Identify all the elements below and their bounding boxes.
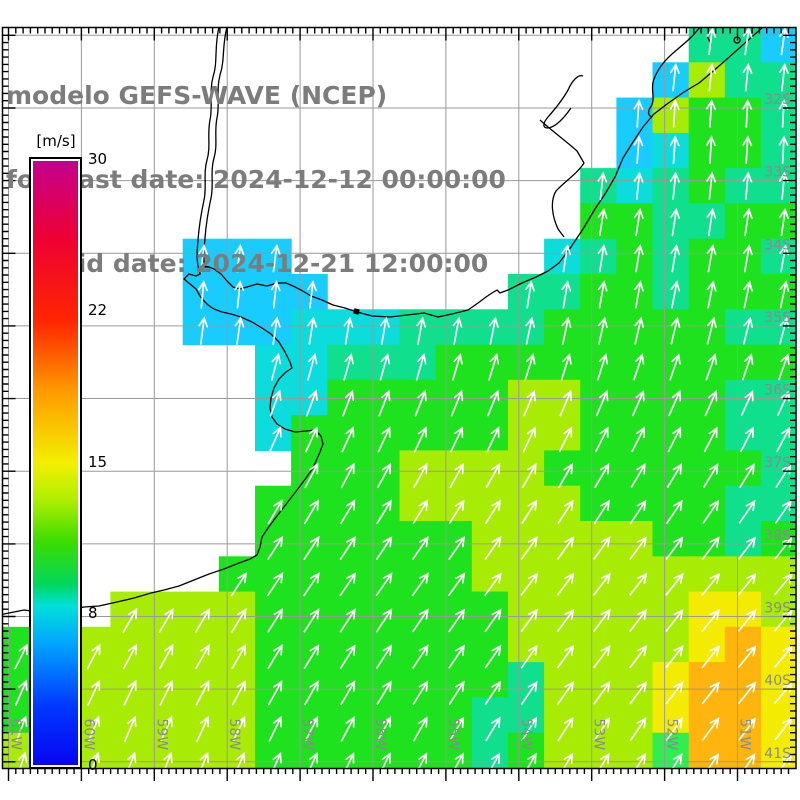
lat-label-41S: 41S (764, 746, 791, 762)
colorbar-tick-8: 8 (88, 604, 98, 623)
map-frame (1, 26, 797, 781)
coast-path-uruguay-river-east-bank (203, 27, 228, 268)
graticule-lines (2, 27, 797, 768)
lon-label-54W: 54W (518, 719, 534, 751)
lat-label-40S: 40S (764, 673, 791, 689)
lon-label-56W: 56W (372, 719, 388, 751)
lon-label-53W: 53W (591, 719, 607, 751)
lat-label-36S: 36S (764, 383, 791, 399)
lon-label-52W: 52W (664, 719, 680, 751)
lat-label-39S: 39S (764, 601, 791, 617)
lat-label-37S: 37S (764, 455, 791, 471)
lon-label-59W: 59W (153, 719, 169, 751)
lat-label-33S: 33S (764, 165, 791, 181)
colorbar-tick-22: 22 (88, 301, 108, 320)
coast-path-main-coast (2, 27, 764, 616)
colorbar-tick-30: 30 (88, 150, 108, 169)
colorbar: [m/s] 30 22 15 8 0 (29, 132, 107, 774)
lat-label-32S: 32S (764, 92, 791, 108)
lon-label-61W: 61W (8, 719, 24, 751)
coast-path-lagoa-mirim-west-shore (539, 119, 585, 238)
lat-label-35S: 35S (764, 310, 791, 326)
coast-path-island-dot (353, 308, 360, 315)
title-model: modelo GEFS-WAVE (NCEP) (6, 81, 388, 110)
lon-label-60W: 60W (80, 719, 96, 751)
colorbar-tick-15: 15 (88, 453, 108, 472)
lon-label-58W: 58W (226, 719, 242, 751)
colorbar-unit-label: [m/s] (36, 132, 76, 150)
graticule-labels: 32S 33S 34S 35S 36S 37S 38S 39S 40S 41S 61W 60W 59W 5… (8, 92, 792, 762)
coast-path-uruguay-river-west-bank (196, 27, 220, 275)
lon-label-57W: 57W (299, 719, 315, 751)
sea-color-field (2, 27, 797, 768)
lat-label-34S: 34S (764, 237, 791, 253)
wind-direction-arrows (14, 27, 793, 768)
lon-label-55W: 55W (445, 719, 461, 751)
colorbar-gradient (29, 157, 82, 769)
coast-path-lagoa-dos-patos-shore (647, 27, 701, 118)
axis-tick-marks (2, 27, 796, 781)
colorbar-tick-0: 0 (88, 756, 98, 775)
lat-label-38S: 38S (764, 528, 791, 544)
lon-label-51W: 51W (737, 719, 753, 751)
coast-path-lagoa-mirim-upper (543, 75, 584, 129)
coastline (2, 27, 764, 616)
